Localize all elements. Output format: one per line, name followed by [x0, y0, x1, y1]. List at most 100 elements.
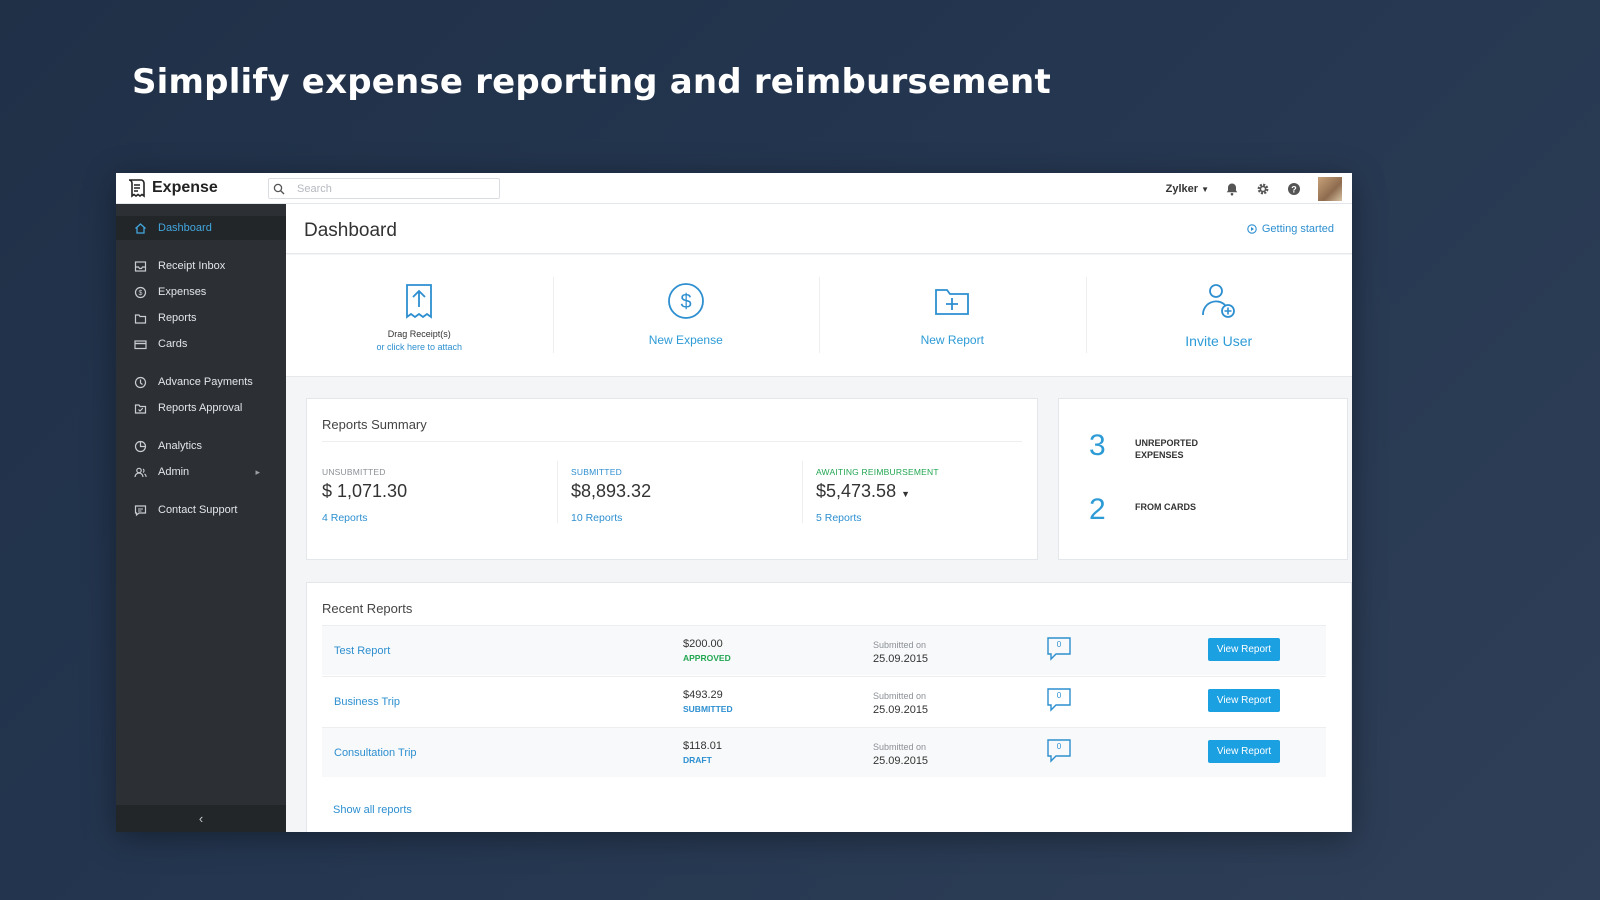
comment-icon	[1047, 637, 1071, 661]
table-row: Business Trip $493.29 SUBMITTED Submitte…	[322, 676, 1326, 726]
main-header: Dashboard Getting started	[286, 204, 1352, 254]
comment-icon	[1047, 688, 1071, 712]
top-bar: Expense Zylker▼	[116, 173, 1352, 204]
sidebar-item-contact-support[interactable]: Contact Support	[116, 498, 286, 522]
stat-amount: $ 1,071.30	[322, 481, 408, 501]
user-avatar[interactable]	[1318, 176, 1342, 201]
getting-started-link[interactable]: Getting started	[1247, 223, 1334, 235]
report-name-link[interactable]: Business Trip	[334, 696, 401, 708]
new-report-button[interactable]: New Report	[819, 255, 1086, 376]
sidebar-item-label: Receipt Inbox	[158, 260, 226, 272]
advance-icon	[134, 376, 147, 389]
app-window: Expense Zylker▼	[116, 173, 1352, 832]
comment-count: 0	[1056, 691, 1062, 700]
submitted-on-label: Submitted on	[873, 742, 927, 752]
pie-icon	[134, 440, 147, 453]
sidebar-item-analytics[interactable]: Analytics	[116, 434, 286, 458]
new-report-label: New Report	[920, 333, 984, 347]
recent-reports-card: Recent Reports Test Report $200.00 APPRO…	[306, 582, 1352, 832]
page-headline: Simplify expense reporting and reimburse…	[132, 62, 1051, 102]
comment-count: 0	[1056, 640, 1062, 649]
sidebar-item-label: Cards	[158, 338, 188, 350]
sidebar-item-label: Reports Approval	[158, 402, 243, 414]
gear-icon	[1257, 183, 1269, 194]
sidebar-item-cards[interactable]: Cards	[116, 332, 286, 356]
dollar-circle-icon: $	[667, 283, 704, 319]
stat-amount: $8,893.32	[571, 481, 652, 501]
search-icon[interactable]	[273, 183, 285, 195]
new-expense-button[interactable]: $ New Expense	[552, 255, 820, 376]
stat-awaiting-reimbursement: AWAITING REIMBURSEMENT $5,473.58 ▼ 5 Repo…	[816, 467, 939, 527]
home-icon	[134, 222, 147, 235]
divider	[802, 461, 803, 523]
search-input[interactable]	[297, 182, 487, 195]
report-name-link[interactable]: Test Report	[334, 645, 391, 657]
unreported-count[interactable]: 3	[1089, 429, 1106, 462]
submitted-on-label: Submitted on	[873, 691, 927, 701]
unreported-label: UNREPORTED EXPENSES	[1135, 437, 1198, 461]
sidebar-item-label: Expenses	[158, 286, 207, 298]
sidebar-item-label: Reports	[158, 312, 197, 324]
divider	[322, 441, 1022, 442]
users-icon	[134, 466, 147, 479]
org-switcher[interactable]: Zylker ▼	[1166, 183, 1209, 195]
notifications-button[interactable]	[1225, 182, 1239, 196]
drag-receipt-dropzone[interactable]: Drag Receipt(s) or click here to attach	[286, 255, 553, 376]
sidebar-item-dashboard[interactable]: Dashboard	[116, 216, 286, 240]
play-circle-icon	[1247, 224, 1257, 234]
submitted-reports-link[interactable]: 10 Reports	[571, 512, 623, 524]
settings-button[interactable]	[1256, 182, 1270, 196]
divider	[557, 461, 558, 523]
caret-down-icon[interactable]: ▼	[901, 489, 910, 499]
reports-summary-title: Reports Summary	[322, 417, 427, 432]
view-report-button[interactable]: View Report	[1208, 740, 1280, 763]
unsubmitted-reports-link[interactable]: 4 Reports	[322, 512, 368, 524]
recent-reports-title: Recent Reports	[322, 601, 413, 616]
quick-actions: Drag Receipt(s) or click here to attach …	[286, 255, 1352, 377]
sidebar-item-admin[interactable]: Admin ▸	[116, 460, 286, 484]
app-logo[interactable]: Expense	[126, 177, 218, 199]
folder-icon	[134, 312, 147, 325]
getting-started-label: Getting started	[1261, 223, 1334, 235]
chevron-right-icon: ▸	[255, 466, 260, 477]
comments-button[interactable]: 0	[1046, 687, 1072, 713]
click-to-attach-link[interactable]: or click here to attach	[376, 342, 463, 352]
view-report-button[interactable]: View Report	[1208, 638, 1280, 661]
new-expense-label: New Expense	[648, 333, 723, 347]
sidebar-item-reports[interactable]: Reports	[116, 306, 286, 330]
inbox-icon	[134, 260, 147, 273]
sidebar-item-expenses[interactable]: $ Expenses	[116, 280, 286, 304]
caret-down-icon: ▼	[1201, 184, 1209, 194]
search-box[interactable]	[268, 178, 500, 199]
report-name-link[interactable]: Consultation Trip	[334, 747, 417, 759]
stat-label: AWAITING REIMBURSEMENT	[816, 467, 939, 477]
user-plus-icon	[1201, 284, 1235, 318]
status-badge: SUBMITTED	[683, 704, 733, 714]
sidebar-collapse-button[interactable]: ‹	[116, 805, 286, 832]
stat-label: SUBMITTED	[571, 467, 622, 477]
invite-user-button[interactable]: Invite User	[1085, 255, 1353, 376]
sidebar-item-advance-payments[interactable]: Advance Payments	[116, 370, 286, 394]
comments-button[interactable]: 0	[1046, 738, 1072, 764]
status-badge: DRAFT	[683, 755, 712, 765]
report-amount: $200.00	[683, 638, 723, 650]
sidebar: Dashboard Receipt Inbox $ Expenses Repor…	[116, 204, 286, 832]
sidebar-item-reports-approval[interactable]: Reports Approval	[116, 396, 286, 420]
help-button[interactable]: ?	[1287, 182, 1301, 196]
stat-amount: $5,473.58 ▼	[816, 481, 939, 502]
sidebar-item-receipt-inbox[interactable]: Receipt Inbox	[116, 254, 286, 278]
table-row: Test Report $200.00 APPROVED Submitted o…	[322, 625, 1326, 675]
show-all-reports-link[interactable]: Show all reports	[333, 804, 412, 816]
table-row: Consultation Trip $118.01 DRAFT Submitte…	[322, 727, 1326, 777]
card-icon	[134, 338, 147, 351]
comments-button[interactable]: 0	[1046, 636, 1072, 662]
submitted-date: 25.09.2015	[873, 653, 929, 665]
coin-icon: $	[134, 286, 147, 299]
page-title: Dashboard	[304, 220, 397, 241]
cards-count[interactable]: 2	[1089, 493, 1106, 526]
stat-label: UNSUBMITTED	[322, 467, 386, 477]
awaiting-reports-link[interactable]: 5 Reports	[816, 512, 862, 524]
view-report-button[interactable]: View Report	[1208, 689, 1280, 712]
chevron-left-icon: ‹	[198, 811, 204, 826]
status-badge: APPROVED	[683, 653, 731, 663]
